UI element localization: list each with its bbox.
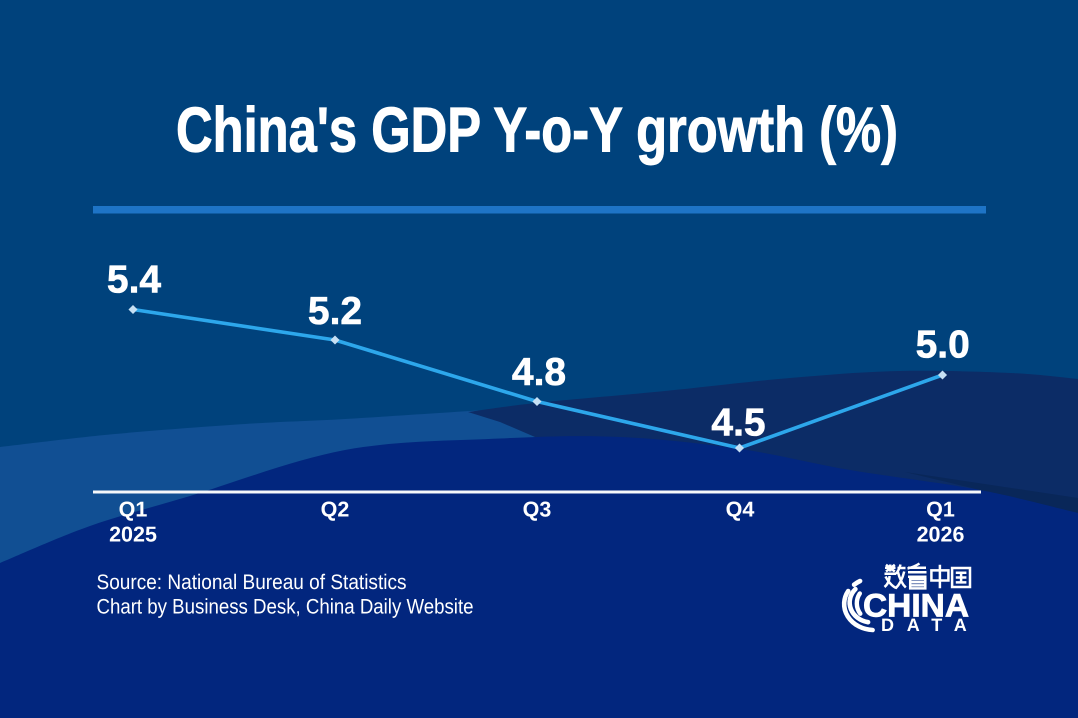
svg-text:CHINA: CHINA [863,588,969,624]
svg-text:2025: 2025 [109,523,157,547]
svg-text:Source: National Bureau of Sta: Source: National Bureau of Statistics [97,571,407,594]
svg-text:Q1: Q1 [926,498,955,522]
svg-text:Q1: Q1 [119,498,148,522]
svg-text:China's GDP Y-o-Y growth (%): China's GDP Y-o-Y growth (%) [176,96,898,166]
svg-text:5.0: 5.0 [916,323,970,366]
svg-text:Q4: Q4 [726,498,755,522]
svg-text:5.2: 5.2 [308,290,362,333]
svg-text:Q2: Q2 [321,498,350,522]
svg-text:5.4: 5.4 [107,259,162,302]
svg-text:2026: 2026 [917,523,965,547]
svg-text:Q3: Q3 [523,498,552,522]
svg-text:4.5: 4.5 [711,402,765,445]
svg-text:DATA: DATA [881,615,980,635]
svg-text:4.8: 4.8 [512,351,566,394]
svg-text:Chart by Business Desk, China: Chart by Business Desk, China Daily Webs… [97,596,474,619]
